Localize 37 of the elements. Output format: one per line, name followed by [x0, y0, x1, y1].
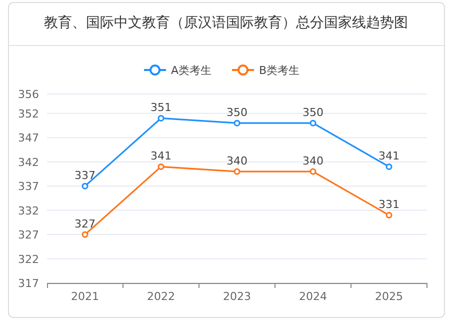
point	[310, 120, 316, 126]
y-tick-label: 347	[18, 132, 39, 145]
x-tick-label: 2021	[71, 290, 99, 303]
data-label: 340	[226, 154, 248, 168]
point	[386, 163, 392, 170]
point	[386, 212, 392, 218]
legend-label: A类考生	[171, 64, 212, 77]
data-label: 341	[150, 150, 172, 163]
point	[234, 120, 240, 126]
x-tick-label: 2025	[375, 290, 403, 303]
y-tick-label: 322	[18, 252, 39, 266]
data-label: 340	[302, 154, 324, 168]
y-tick-label: 332	[18, 204, 39, 218]
data-label: 331	[378, 198, 400, 212]
chart-title: 教育、国际中文教育（原汉语国际教育）总分国家线趋势图	[44, 14, 408, 31]
point	[82, 231, 88, 238]
point	[158, 163, 164, 170]
point	[158, 114, 164, 122]
data-label: 341	[378, 150, 400, 163]
y-tick-label: 352	[18, 107, 39, 120]
point	[82, 182, 88, 190]
y-tick-label: 327	[18, 228, 39, 242]
point	[234, 168, 240, 175]
y-tick-label: 342	[18, 156, 39, 169]
legend-label: B类考生	[259, 64, 300, 77]
point	[310, 168, 316, 175]
x-tick-label: 2022	[147, 290, 175, 303]
x-tick-label: 2023	[223, 290, 251, 303]
y-tick-label: 317	[18, 277, 39, 290]
data-label: 327	[74, 218, 96, 231]
x-tick-label: 2024	[299, 290, 327, 303]
data-label: 350	[226, 106, 248, 120]
data-label: 350	[302, 106, 324, 120]
data-label: 351	[150, 101, 172, 114]
data-label: 337	[74, 169, 96, 182]
y-tick-label: 356	[18, 88, 39, 101]
y-tick-label: 337	[18, 180, 39, 194]
